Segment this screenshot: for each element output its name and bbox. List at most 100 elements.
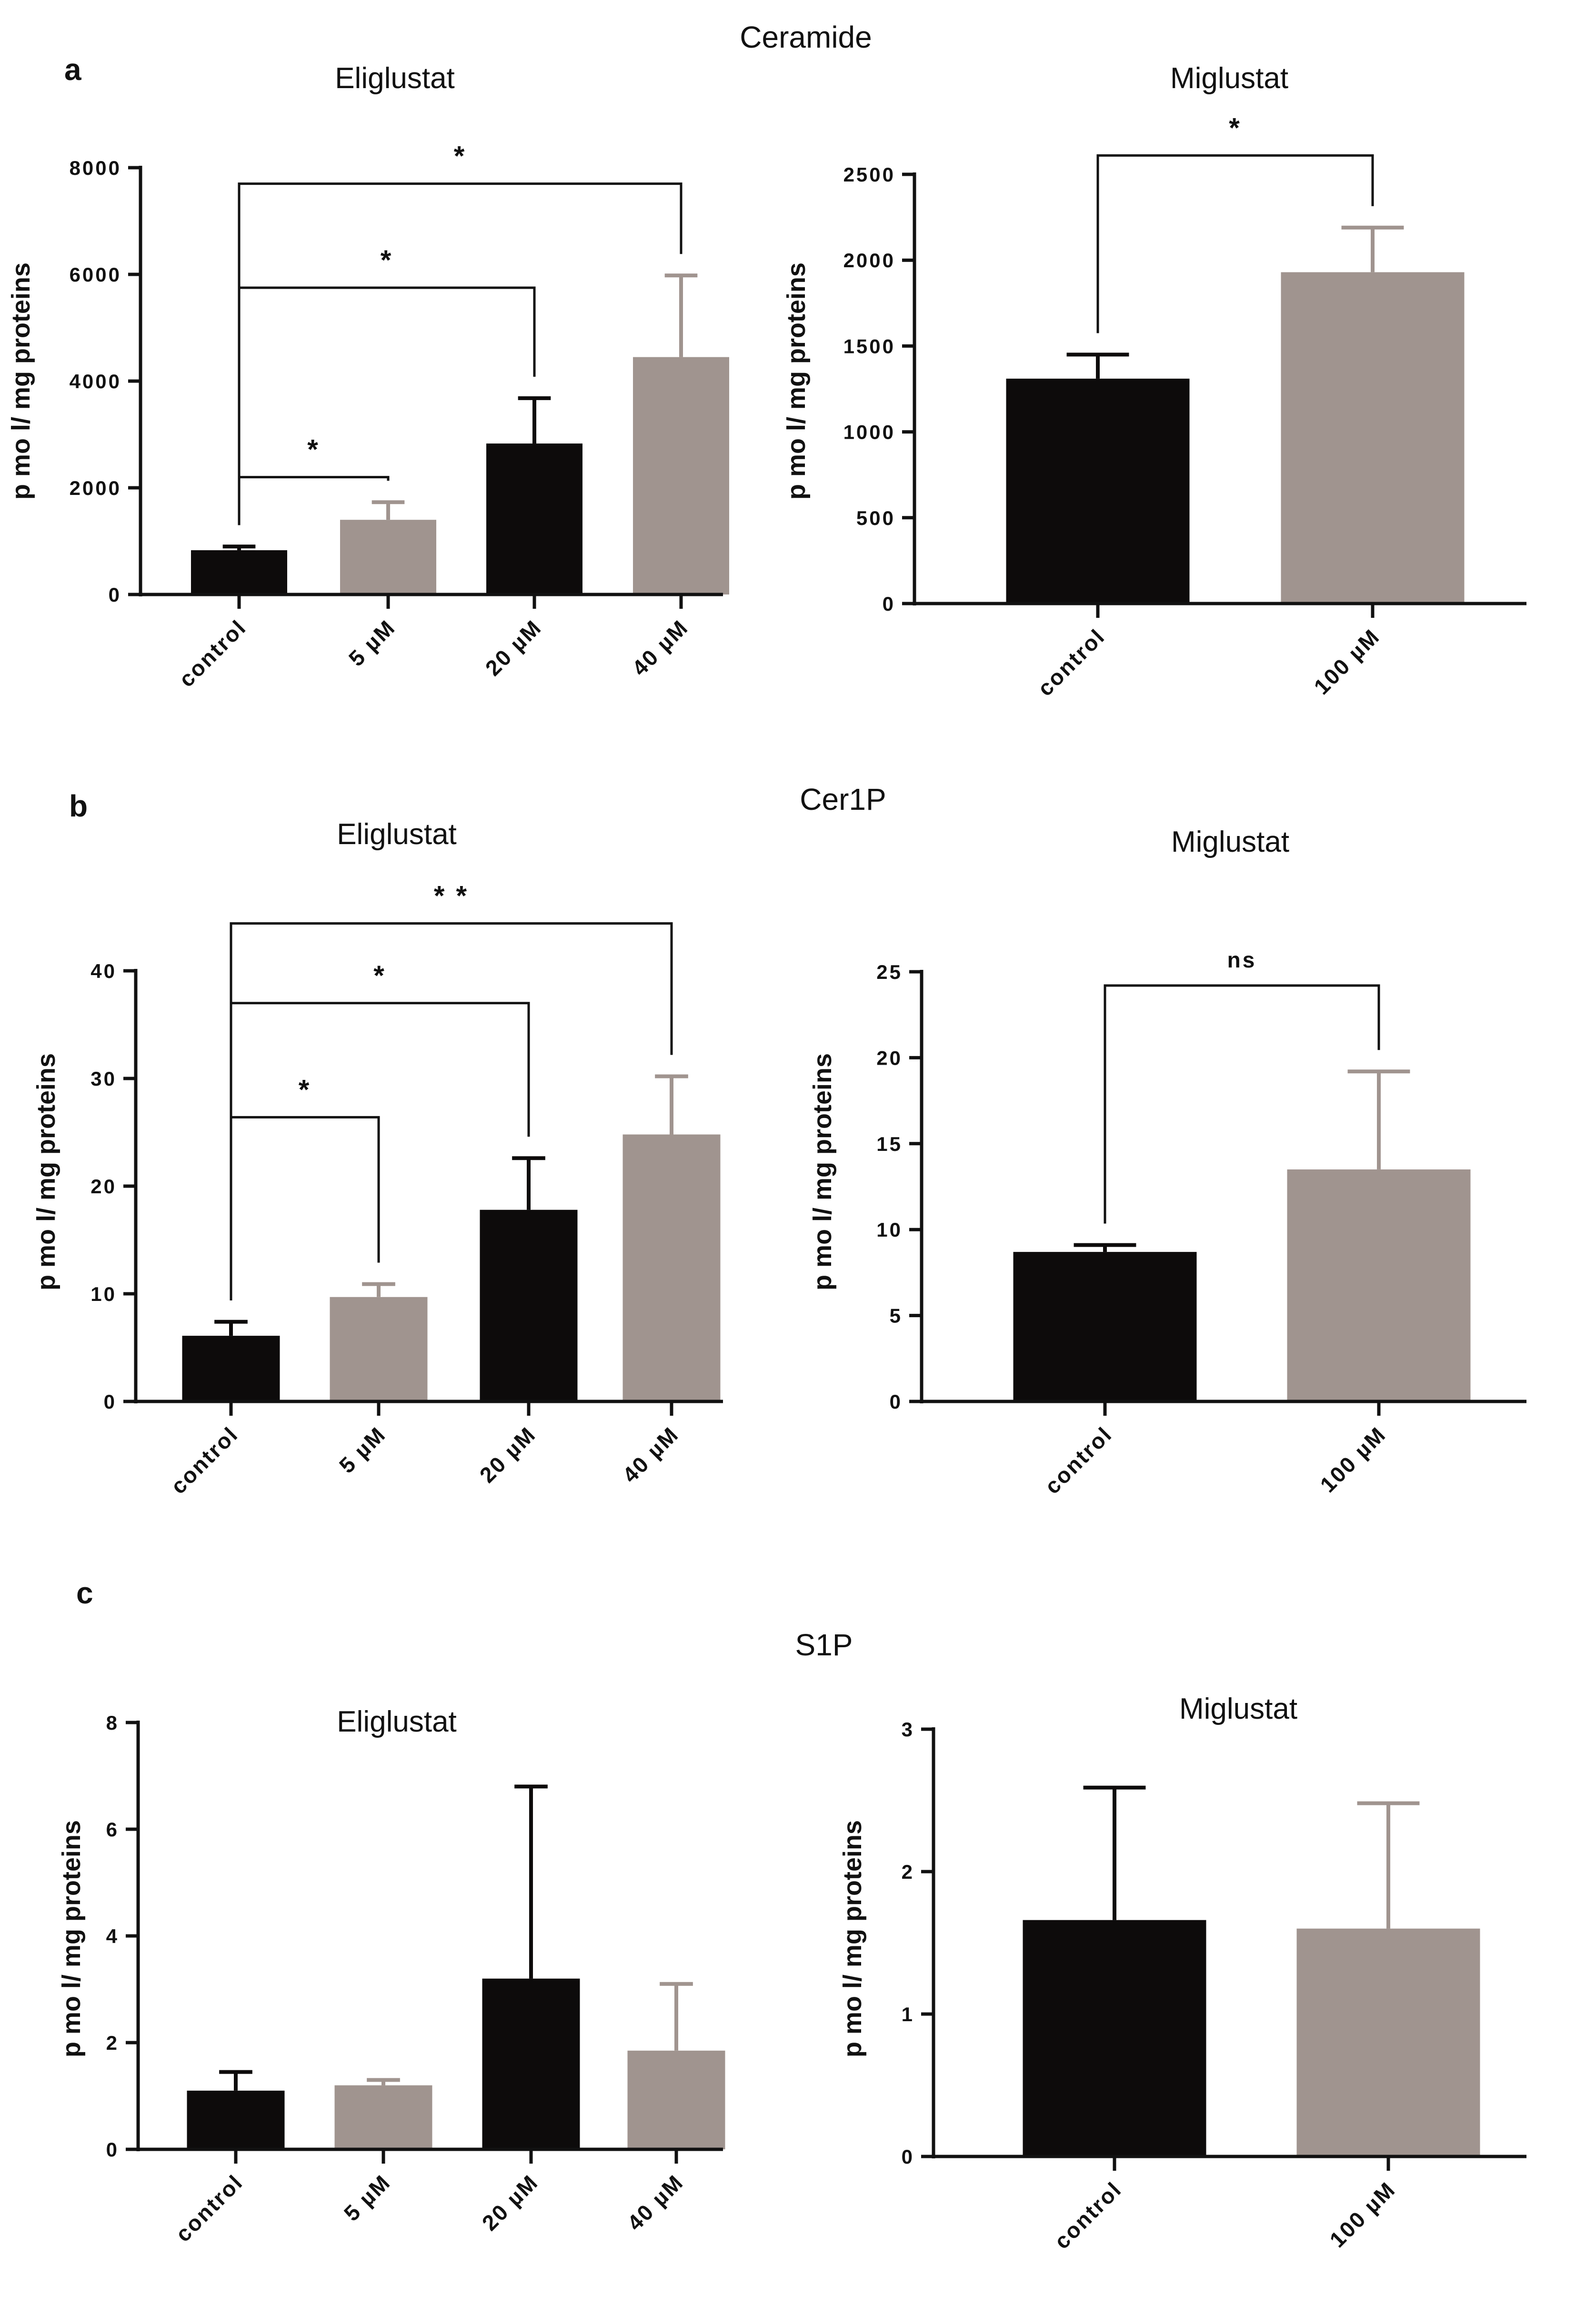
y-axis-label: p mo l/ mg proteins bbox=[838, 1820, 867, 2057]
x-tick-label: 20 µM bbox=[477, 2169, 543, 2235]
y-tick-label: 4000 bbox=[70, 370, 121, 393]
panel-a-label: a bbox=[64, 52, 81, 87]
chart-title: Miglustat bbox=[1179, 1693, 1297, 1725]
x-tick-label: 100 µM bbox=[1315, 1421, 1391, 1497]
panel-c-label: c bbox=[76, 1576, 93, 1610]
x-tick-label: 5 µM bbox=[334, 1421, 391, 1478]
bar-4 bbox=[627, 2050, 725, 2149]
panel-c-title: S1P bbox=[795, 1628, 853, 1662]
bar-3 bbox=[482, 1978, 580, 2149]
bar-3 bbox=[486, 443, 582, 594]
bar-1 bbox=[1023, 1920, 1206, 2156]
significance-label-2: * bbox=[381, 245, 393, 276]
y-tick-label: 0 bbox=[104, 1390, 117, 1413]
significance-label-1: * bbox=[1229, 112, 1242, 143]
y-tick-label: 10 bbox=[876, 1219, 903, 1241]
bar-1 bbox=[191, 550, 287, 594]
y-tick-label: 0 bbox=[890, 1390, 903, 1413]
significance-label-3: * * bbox=[434, 881, 469, 912]
panel-a-title: Ceramide bbox=[740, 20, 872, 54]
bar-2 bbox=[1281, 272, 1465, 604]
x-tick-label: 5 µM bbox=[339, 2169, 395, 2226]
x-tick-label: 20 µM bbox=[481, 615, 546, 680]
bar-1 bbox=[1006, 378, 1190, 604]
y-tick-label: 15 bbox=[876, 1133, 903, 1155]
bar-4 bbox=[633, 357, 729, 594]
chart-title: Eliglustat bbox=[337, 1705, 457, 1738]
chart-cer1p-miglustat: Miglustat p mo l/ mg proteins 0 5 10 15 20 25 co… bbox=[808, 826, 1526, 1499]
significance-bracket-3 bbox=[238, 182, 683, 525]
bar-2 bbox=[1287, 1169, 1471, 1401]
significance-bracket-3 bbox=[230, 922, 673, 1300]
bar-2 bbox=[340, 520, 436, 594]
y-tick-label: 2500 bbox=[843, 163, 895, 186]
chart-ceramide-eliglustat: Eliglustat p mo l/ mg proteins 0 2000 4000 60… bbox=[7, 62, 729, 692]
y-tick-label: 6000 bbox=[70, 263, 121, 286]
significance-label-1: * bbox=[299, 1074, 311, 1105]
bar-4 bbox=[622, 1134, 721, 1401]
significance-label-1: * bbox=[307, 434, 320, 465]
significance-label-1: ns bbox=[1227, 947, 1257, 972]
y-axis-label: p mo l/ mg proteins bbox=[782, 262, 811, 500]
y-tick-label: 4 bbox=[106, 1925, 119, 1947]
y-tick-label: 0 bbox=[902, 2146, 914, 2168]
y-tick-label: 8 bbox=[106, 1712, 119, 1734]
x-tick-label: control bbox=[171, 2169, 248, 2247]
y-tick-label: 10 bbox=[90, 1283, 117, 1305]
bar-2 bbox=[334, 2085, 432, 2149]
chart-title: Miglustat bbox=[1170, 62, 1288, 95]
bar-3 bbox=[480, 1209, 578, 1401]
chart-title: Eliglustat bbox=[335, 62, 455, 95]
y-tick-label: 5 bbox=[890, 1305, 903, 1327]
y-tick-label: 1500 bbox=[843, 335, 895, 357]
y-tick-label: 30 bbox=[90, 1068, 117, 1090]
x-tick-label: control bbox=[1033, 624, 1110, 701]
significance-label-3: * bbox=[454, 141, 467, 172]
bar-1 bbox=[187, 2090, 285, 2149]
y-tick-label: 20 bbox=[876, 1047, 903, 1069]
y-tick-label: 3 bbox=[902, 1718, 914, 1741]
y-tick-label: 2 bbox=[902, 1861, 914, 1883]
y-tick-label: 6 bbox=[106, 1818, 119, 1841]
chart-title: Eliglustat bbox=[337, 818, 457, 851]
significance-bracket-1 bbox=[230, 1116, 380, 1300]
chart-ceramide-miglustat: Miglustat p mo l/ mg proteins 0 500 1000 1500… bbox=[782, 62, 1526, 701]
y-tick-label: 0 bbox=[883, 593, 895, 615]
y-axis-label: p mo l/ mg proteins bbox=[7, 262, 35, 500]
significance-bracket-1 bbox=[1104, 984, 1380, 1224]
y-tick-label: 2000 bbox=[70, 477, 121, 499]
panel-b-title: Cer1P bbox=[800, 782, 886, 816]
y-tick-label: 0 bbox=[109, 584, 121, 606]
significance-bracket-1 bbox=[1096, 154, 1374, 333]
chart-title: Miglustat bbox=[1171, 826, 1289, 858]
x-tick-label: control bbox=[166, 1421, 243, 1499]
bar-2 bbox=[1296, 1928, 1480, 2156]
y-tick-label: 0 bbox=[106, 2138, 119, 2161]
y-tick-label: 2 bbox=[106, 2032, 119, 2054]
y-tick-label: 20 bbox=[90, 1175, 117, 1198]
x-tick-label: control bbox=[1040, 1421, 1117, 1499]
x-tick-label: control bbox=[1049, 2176, 1126, 2254]
x-tick-label: 40 µM bbox=[618, 1421, 683, 1487]
chart-cer1p-eliglustat: Eliglustat p mo l/ mg proteins 0 10 20 30 40 co… bbox=[32, 818, 723, 1499]
significance-label-2: * bbox=[373, 960, 386, 991]
y-tick-label: 40 bbox=[90, 960, 117, 982]
y-axis-label: p mo l/ mg proteins bbox=[808, 1053, 837, 1290]
bar-2 bbox=[330, 1297, 428, 1401]
chart-s1p-eliglustat: Eliglustat p mo l/ mg proteins 0 2 4 6 8 contro… bbox=[57, 1705, 725, 2247]
x-tick-label: 40 µM bbox=[622, 2169, 688, 2235]
x-tick-label: 20 µM bbox=[475, 1421, 541, 1487]
bar-1 bbox=[1013, 1252, 1197, 1401]
x-tick-label: control bbox=[174, 615, 251, 692]
y-axis-label: p mo l/ mg proteins bbox=[57, 1820, 86, 2057]
chart-s1p-miglustat: Miglustat p mo l/ mg proteins 0 1 2 3 control 1… bbox=[838, 1693, 1526, 2254]
y-tick-label: 1 bbox=[902, 2003, 914, 2025]
bar-1 bbox=[182, 1336, 280, 1401]
y-tick-label: 1000 bbox=[843, 421, 895, 443]
panel-b-label: b bbox=[69, 789, 88, 823]
y-tick-label: 500 bbox=[856, 507, 895, 529]
x-tick-label: 40 µM bbox=[627, 615, 693, 680]
x-tick-label: 5 µM bbox=[344, 615, 400, 671]
y-axis-label: p mo l/ mg proteins bbox=[32, 1053, 60, 1290]
